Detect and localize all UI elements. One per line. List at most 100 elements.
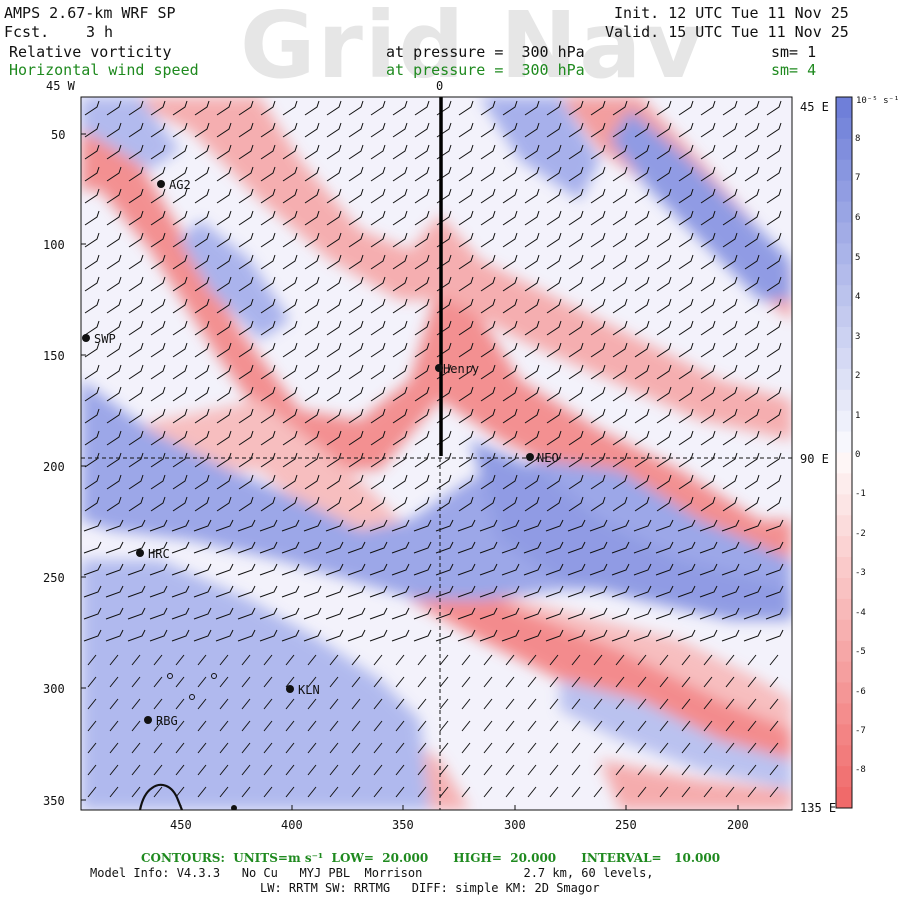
wind-barb [766,232,782,248]
wind-barb [524,320,540,336]
wind-barb [766,430,782,446]
wind-barb [282,210,298,226]
wind-barb [590,188,606,204]
wind-barb [524,276,540,292]
colorbar-band [836,180,852,203]
wind-barb [329,720,339,732]
wind-barb [282,298,298,314]
wind-barb [414,474,430,490]
wind-barb [325,607,344,620]
wind-barb [391,629,410,642]
wind-barb [480,342,496,358]
wind-barb [480,100,496,116]
colorbar-band [836,138,852,161]
wind-barb [721,607,740,620]
wind-barb [216,452,232,468]
colorbar-band [836,724,852,746]
wind-barb [458,122,474,138]
wind-barb [590,166,606,182]
wind-barb [392,122,408,138]
wind-barb [348,342,364,358]
wind-barb [769,698,779,710]
wind-barb [703,720,713,732]
wind-barb [237,519,256,532]
wind-barb [634,188,650,204]
station-henry: Henry [435,362,479,376]
station-label-henry: Henry [443,362,479,376]
wind-barb [568,386,584,402]
wind-barb [483,676,493,688]
wind-barb [194,342,210,358]
colorbar-band [836,347,852,370]
wind-barb [260,452,276,468]
wind-barb [461,676,471,688]
wind-barb [435,607,454,620]
wind-barb [150,320,166,336]
x-tick-350: 350 [392,818,414,832]
wind-barb [612,122,628,138]
colorbar-band [836,661,852,684]
wind-barb [84,232,100,248]
wind-barb [87,654,97,666]
wind-barb [150,386,166,402]
wind-barb [105,629,124,642]
wind-barb [304,100,320,116]
wind-barb [703,742,713,754]
wind-barb [568,232,584,248]
wind-barb [703,786,713,798]
wind-barb [703,764,713,776]
wind-barb [216,342,232,358]
wind-barb [370,254,386,270]
wind-barb [260,364,276,380]
wind-barb [722,342,738,358]
wind-barb [722,298,738,314]
wind-barb [395,742,405,754]
wind-barb [304,232,320,248]
wind-barb [766,210,782,226]
wind-barb [395,676,405,688]
wind-barb [524,342,540,358]
wind-barb [263,720,273,732]
wind-barb [326,144,342,160]
wind-barb [523,607,542,620]
wind-barb [259,629,278,642]
wind-barb [304,342,320,358]
wind-barb [502,320,518,336]
wind-barb [84,188,100,204]
wind-barb [681,698,691,710]
wind-barb [457,519,476,532]
wind-barb [127,629,146,642]
wind-barb [568,430,584,446]
wind-barb [678,144,694,160]
wind-barb [659,764,669,776]
field2-name: Horizontal wind speed [9,61,199,79]
wind-barb [329,764,339,776]
wind-barb [656,474,672,490]
wind-barb [263,698,273,710]
wind-barb [501,519,520,532]
wind-barb [325,563,344,576]
wind-barb [656,452,672,468]
wind-barb [524,474,540,490]
wind-barb [282,254,298,270]
wind-barb [326,254,342,270]
wind-barb [392,364,408,380]
wind-barb [766,122,782,138]
wind-barb [370,430,386,446]
wind-barb [260,100,276,116]
wind-barb [612,298,628,314]
wind-barb [458,210,474,226]
wind-barb [83,607,102,620]
wind-barb [766,276,782,292]
wind-barb [483,786,493,798]
wind-barb [634,232,650,248]
wind-barb [439,676,449,688]
wind-barb [480,408,496,424]
wind-barb [329,654,339,666]
wind-barb [391,519,410,532]
wind-barb [172,386,188,402]
wind-barb [546,254,562,270]
wind-barb [656,496,672,512]
wind-barb [105,585,124,598]
wind-barb [175,654,185,666]
